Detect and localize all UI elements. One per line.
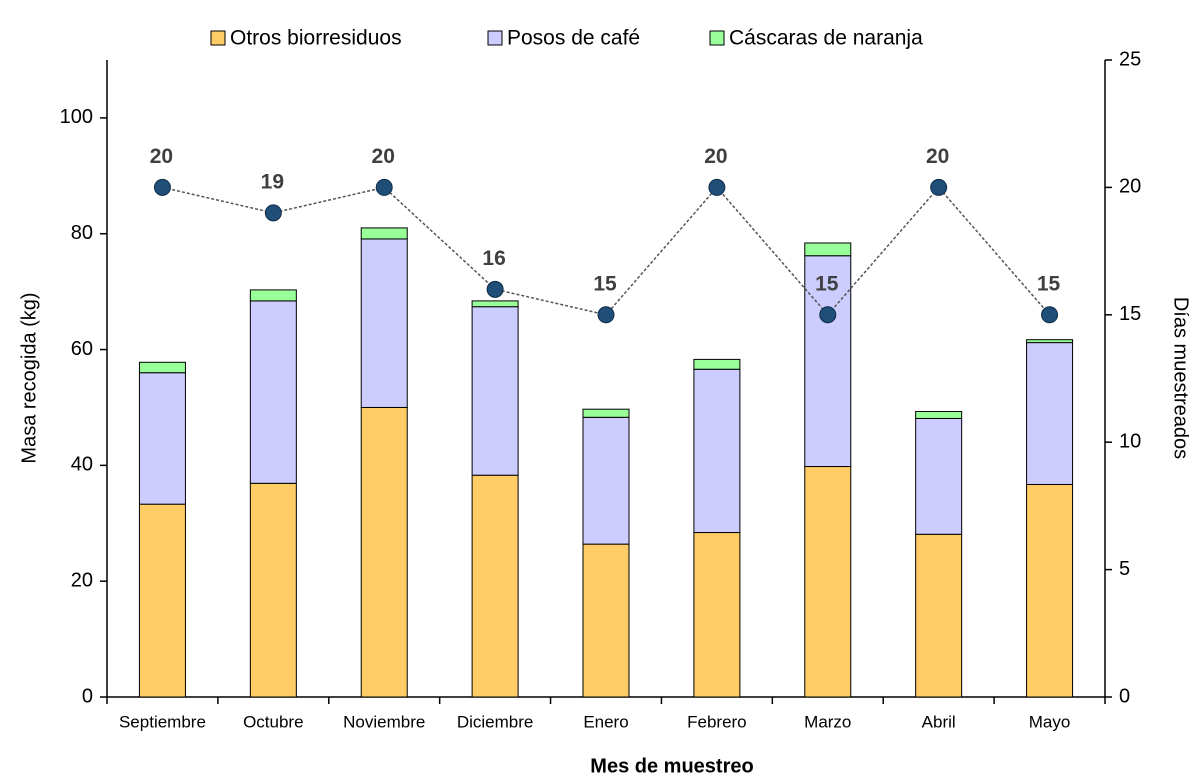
data-label: 15 bbox=[815, 272, 839, 295]
bar-segment bbox=[915, 533, 963, 698]
bar-segment bbox=[693, 368, 741, 534]
x-tick-label: Noviembre bbox=[343, 712, 425, 731]
bar-segment bbox=[360, 406, 408, 698]
bar-segment bbox=[1026, 342, 1074, 485]
legend-swatch bbox=[210, 30, 226, 46]
legend-swatch bbox=[709, 30, 725, 46]
x-tick-label: Marzo bbox=[804, 712, 851, 731]
y2-tick-label: 10 bbox=[1119, 430, 1141, 452]
bar-segment bbox=[249, 482, 297, 698]
y2-tick-label: 15 bbox=[1119, 303, 1141, 325]
y-tick-label: 80 bbox=[71, 222, 93, 244]
y-tick-label: 60 bbox=[71, 338, 93, 360]
y2-tick-label: 20 bbox=[1119, 176, 1141, 198]
bar-segment bbox=[249, 300, 297, 484]
data-label: 20 bbox=[372, 145, 395, 168]
x-tick-label: Mayo bbox=[1029, 712, 1071, 731]
bar-segment bbox=[693, 532, 741, 698]
y-tick-label: 20 bbox=[71, 569, 93, 591]
bar-segment bbox=[582, 416, 630, 545]
bar-segment bbox=[582, 408, 630, 418]
y2-tick-label: 5 bbox=[1119, 558, 1130, 580]
bar-segment bbox=[582, 543, 630, 698]
y-axis-label: Masa recogida (kg) bbox=[18, 292, 40, 463]
bar-segment bbox=[360, 227, 408, 240]
bar-segment bbox=[804, 466, 852, 698]
day-marker bbox=[708, 178, 726, 196]
legend-swatch bbox=[487, 30, 503, 46]
bar-segment bbox=[471, 306, 519, 476]
y2-tick-label: 0 bbox=[1119, 685, 1130, 707]
x-tick-label: Febrero bbox=[687, 712, 747, 731]
day-marker bbox=[264, 204, 282, 222]
bar-segment bbox=[1026, 339, 1074, 344]
legend-label: Otros biorresiduos bbox=[230, 27, 402, 50]
x-tick-label: Abril bbox=[922, 712, 956, 731]
bar-segment bbox=[138, 372, 186, 505]
bar-segment bbox=[249, 289, 297, 302]
data-label: 15 bbox=[1037, 272, 1061, 295]
day-marker bbox=[930, 178, 948, 196]
legend-label: Cáscaras de naranja bbox=[729, 27, 923, 50]
day-marker bbox=[486, 280, 504, 298]
bar-segment bbox=[804, 242, 852, 257]
x-tick-label: Enero bbox=[583, 712, 628, 731]
x-tick-label: Septiembre bbox=[119, 712, 206, 731]
x-axis-label: Mes de muestreo bbox=[590, 755, 753, 777]
bar-segment bbox=[1026, 483, 1074, 698]
y2-axis-label: Días muestreados bbox=[1170, 297, 1189, 459]
data-label: 15 bbox=[593, 272, 617, 295]
x-tick-label: Diciembre bbox=[457, 712, 534, 731]
day-marker bbox=[375, 178, 393, 196]
bar-segment bbox=[138, 361, 186, 374]
data-label: 19 bbox=[261, 170, 284, 193]
bar-segment bbox=[693, 358, 741, 370]
data-label: 20 bbox=[926, 145, 949, 168]
y-tick-label: 100 bbox=[60, 106, 93, 128]
bar-segment bbox=[471, 300, 519, 308]
data-label: 20 bbox=[704, 145, 727, 168]
bar-segment bbox=[360, 238, 408, 408]
y-tick-label: 40 bbox=[71, 454, 93, 476]
bar-segment bbox=[915, 411, 963, 419]
day-marker bbox=[597, 306, 615, 324]
data-label: 20 bbox=[150, 145, 173, 168]
bar-segment bbox=[471, 474, 519, 698]
data-label: 16 bbox=[482, 247, 505, 270]
day-marker bbox=[819, 306, 837, 324]
day-marker bbox=[153, 178, 171, 196]
bar-segment bbox=[915, 417, 963, 535]
y-tick-label: 0 bbox=[82, 685, 93, 707]
legend-label: Posos de café bbox=[507, 27, 640, 50]
bar-segment bbox=[138, 503, 186, 698]
x-tick-label: Octubre bbox=[243, 712, 303, 731]
y2-tick-label: 25 bbox=[1119, 48, 1141, 70]
day-marker bbox=[1041, 306, 1059, 324]
